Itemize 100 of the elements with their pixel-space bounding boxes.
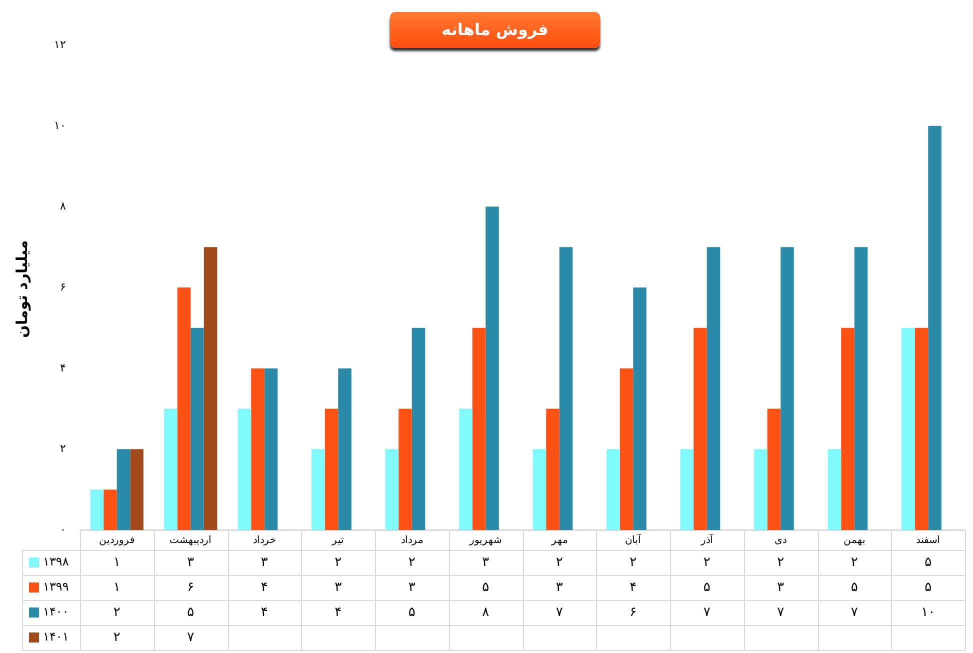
bar bbox=[190, 328, 204, 530]
data-label: ۷ bbox=[556, 604, 563, 620]
bar bbox=[828, 449, 842, 530]
bar bbox=[559, 247, 573, 530]
x-tick-label: فروردین bbox=[98, 534, 135, 546]
y-tick-label: ۸ bbox=[60, 200, 66, 213]
bar bbox=[486, 206, 499, 530]
data-label: ۳ bbox=[187, 554, 194, 570]
data-label: ۴ bbox=[260, 580, 268, 595]
data-label: ۵ bbox=[408, 604, 416, 620]
data-label: ۵ bbox=[187, 604, 194, 620]
data-label: ۱ bbox=[113, 554, 120, 570]
data-label: ۳ bbox=[556, 580, 563, 595]
data-label: ۶ bbox=[630, 604, 637, 620]
bar bbox=[680, 449, 694, 530]
bar bbox=[767, 408, 781, 530]
bar bbox=[606, 449, 620, 530]
data-label: ۵ bbox=[703, 580, 710, 595]
x-tick-label: اردیبهشت bbox=[170, 534, 212, 546]
x-tick-label: آذر bbox=[700, 532, 714, 546]
bar bbox=[338, 368, 352, 530]
data-label: ۱ bbox=[113, 580, 120, 595]
bar bbox=[398, 408, 412, 530]
bar bbox=[104, 490, 117, 530]
bar bbox=[633, 288, 646, 530]
data-label: ۷ bbox=[777, 604, 784, 620]
data-label: ۶ bbox=[187, 580, 194, 595]
bar bbox=[902, 328, 915, 530]
data-label: ۲ bbox=[703, 554, 710, 570]
x-tick-label: مهر bbox=[550, 534, 568, 546]
bar bbox=[754, 449, 768, 530]
data-label: ۲ bbox=[113, 630, 120, 645]
bar bbox=[694, 328, 707, 530]
bar bbox=[780, 247, 794, 530]
y-axis-title: میلیارد تومان bbox=[13, 239, 31, 340]
data-label: ۲ bbox=[850, 554, 858, 570]
bar bbox=[238, 408, 252, 530]
data-label: ۲ bbox=[113, 604, 120, 620]
bar bbox=[116, 449, 130, 530]
bar bbox=[204, 247, 218, 530]
data-label: ۵ bbox=[924, 580, 932, 595]
data-label: ۴ bbox=[630, 580, 637, 595]
data-label: ۸ bbox=[482, 604, 490, 620]
data-label: ۵ bbox=[850, 580, 858, 595]
bar bbox=[472, 328, 486, 530]
x-tick-label: تیر bbox=[331, 534, 344, 546]
bar bbox=[177, 288, 191, 530]
bar bbox=[264, 368, 278, 530]
bar bbox=[532, 449, 546, 530]
data-label: ۵ bbox=[482, 580, 490, 595]
data-label: ۲ bbox=[777, 554, 784, 570]
data-label: ۳ bbox=[334, 580, 342, 595]
legend-label: ۱۳۹۹ bbox=[43, 580, 69, 594]
bar bbox=[841, 328, 854, 530]
data-label: ۳ bbox=[260, 554, 268, 570]
data-label: ۳ bbox=[777, 580, 784, 595]
bar bbox=[312, 449, 325, 530]
bar bbox=[130, 449, 144, 530]
bar bbox=[620, 368, 634, 530]
bar bbox=[854, 247, 868, 530]
bar bbox=[914, 328, 928, 530]
x-tick-label: اسفند bbox=[916, 534, 940, 546]
bar bbox=[90, 490, 104, 530]
data-label: ۷ bbox=[850, 604, 858, 620]
y-tick-label: ۶ bbox=[60, 282, 66, 294]
x-tick-label: بهمن bbox=[843, 534, 866, 546]
legend-label: ۱۴۰۱ bbox=[43, 630, 69, 644]
legend-label: ۱۴۰۰ bbox=[43, 604, 69, 619]
data-label: ۷ bbox=[703, 604, 710, 620]
x-tick-label: شهریور bbox=[468, 534, 502, 546]
y-tick-label: ۲ bbox=[60, 443, 66, 456]
bar bbox=[251, 368, 264, 530]
legend-label: ۱۳۹۸ bbox=[43, 554, 70, 569]
y-tick-label: ۴ bbox=[60, 362, 66, 374]
bar bbox=[412, 328, 426, 530]
x-tick-label: مرداد bbox=[400, 534, 423, 546]
x-tick-label: دی bbox=[774, 534, 787, 546]
data-label: ۵ bbox=[924, 554, 932, 570]
data-label: ۲ bbox=[408, 554, 416, 570]
title-button: فروش ماهانه bbox=[390, 12, 600, 48]
y-tick-label: ۱۰ bbox=[54, 120, 66, 132]
bar bbox=[459, 408, 472, 530]
bar bbox=[546, 408, 560, 530]
y-tick-label: ۰ bbox=[60, 524, 66, 536]
bar bbox=[164, 408, 178, 530]
data-label: ۴ bbox=[260, 604, 268, 620]
data-label: ۷ bbox=[187, 630, 194, 645]
y-tick-label: ۱۲ bbox=[54, 39, 66, 52]
data-label: ۲ bbox=[556, 554, 563, 570]
data-label: ۱۰ bbox=[921, 604, 936, 620]
data-label: ۲ bbox=[334, 554, 342, 570]
data-label: ۳ bbox=[482, 554, 490, 570]
data-label: ۴ bbox=[334, 604, 342, 620]
bar bbox=[928, 126, 942, 530]
bar bbox=[706, 247, 720, 530]
data-label: ۳ bbox=[408, 580, 416, 595]
bar bbox=[324, 408, 338, 530]
x-tick-label: خرداد bbox=[252, 534, 276, 546]
bar bbox=[385, 449, 399, 530]
data-label: ۲ bbox=[630, 554, 637, 570]
